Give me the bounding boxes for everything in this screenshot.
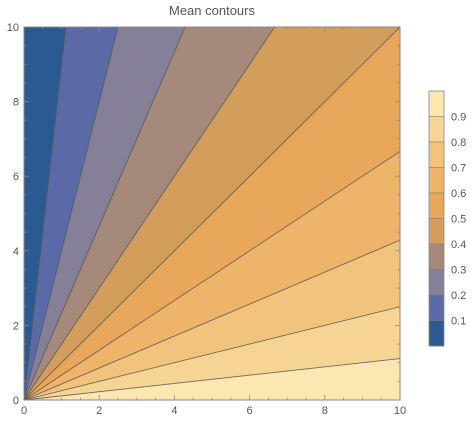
y-tick-label: 2	[13, 320, 19, 332]
contour-line	[23, 26, 67, 401]
colorbar-label: 0.6	[451, 188, 466, 200]
colorbar-label: 0.9	[451, 112, 466, 124]
contour-line	[23, 306, 401, 401]
contour-line	[23, 26, 186, 401]
colorbar-legend: 0.1 0.2 0.3 0.4 0.5 0.6 0.7 0.8 0.9	[428, 90, 466, 347]
contour-line	[23, 26, 119, 401]
contour-line	[23, 358, 401, 401]
colorbar-label: 0.5	[451, 214, 466, 226]
contour-line	[23, 26, 401, 401]
contour-line	[23, 239, 401, 401]
contour-lines	[23, 26, 401, 401]
y-tick-label: 6	[13, 171, 19, 183]
colorbar-swatch	[429, 91, 444, 117]
y-tick-label: 0	[13, 395, 19, 407]
colorbar-swatch	[429, 295, 444, 321]
colorbar-swatch	[429, 142, 444, 168]
colorbar-label: 0.4	[451, 239, 466, 251]
x-axis: 0 2 4 6 8 10	[21, 27, 406, 417]
x-tick-label: 2	[96, 405, 102, 417]
y-tick-label: 10	[7, 22, 19, 34]
x-tick-label: 10	[394, 405, 406, 417]
chart-title: Mean contours	[169, 3, 255, 18]
y-axis: 0 2 4 6 8 10	[7, 22, 400, 407]
contour-line	[23, 26, 276, 401]
colorbar-label: 0.7	[451, 163, 466, 175]
colorbar-label: 0.3	[451, 265, 466, 277]
colorbar-swatch	[429, 116, 444, 143]
x-tick-label: 0	[21, 405, 27, 417]
colorbar-swatch	[429, 320, 444, 347]
contour-line	[23, 150, 401, 401]
colorbar-swatch	[429, 193, 444, 219]
x-tick-label: 4	[171, 405, 177, 417]
colorbar-swatch	[429, 167, 444, 194]
x-tick-label: 8	[322, 405, 328, 417]
colorbar-swatch	[429, 269, 444, 296]
colorbar-label: 0.1	[451, 316, 466, 328]
colorbar-swatch	[429, 244, 444, 270]
y-tick-label: 4	[13, 246, 19, 258]
y-tick-label: 8	[13, 97, 19, 109]
x-tick-label: 6	[247, 405, 253, 417]
colorbar-swatch	[429, 218, 444, 245]
colorbar-label: 0.8	[451, 137, 466, 149]
colorbar-label: 0.2	[451, 290, 466, 302]
